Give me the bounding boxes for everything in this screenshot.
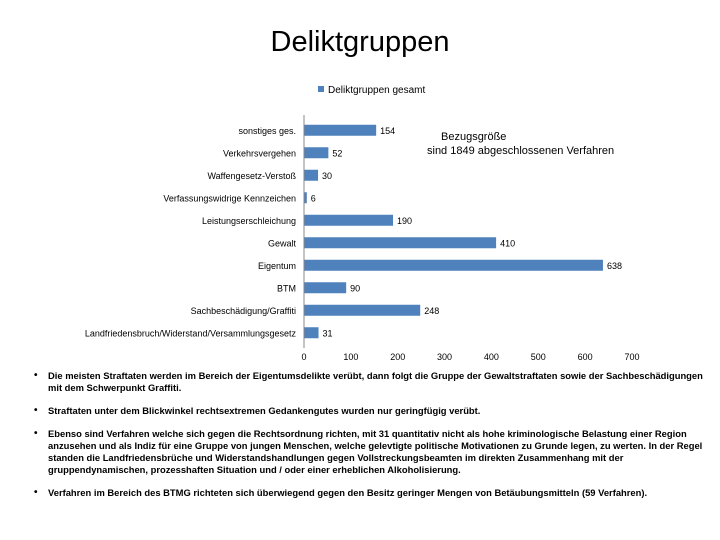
bar	[304, 304, 421, 316]
bar-chart: Deliktgruppen gesamt Bezugsgröße sind 18…	[85, 85, 640, 360]
x-tick-label: 300	[437, 352, 452, 360]
bullet-text: Die meisten Straftaten werden im Bereich…	[48, 370, 703, 393]
x-tick-label: 500	[531, 352, 546, 360]
data-label: 30	[322, 171, 332, 181]
data-label: 154	[380, 126, 395, 136]
bullet-dot: •	[34, 487, 38, 498]
bullet-dot: •	[34, 428, 38, 439]
category-label: Eigentum	[258, 261, 296, 271]
data-label: 31	[323, 328, 333, 338]
bullet-dot: •	[34, 370, 38, 381]
chart-legend: Deliktgruppen gesamt	[318, 85, 425, 96]
x-tick-label: 400	[484, 352, 499, 360]
bullet-dot: •	[34, 405, 38, 416]
data-label: 410	[500, 238, 515, 248]
bullet-item: • Verfahren im Bereich des BTMG richteten…	[34, 487, 714, 499]
bar	[304, 282, 347, 294]
category-label: BTM	[277, 283, 296, 293]
bullet-text: Ebenso sind Verfahren welche sich gegen …	[48, 428, 703, 475]
x-tick-label: 700	[624, 352, 639, 360]
legend-swatch	[318, 86, 324, 92]
category-label: Gewalt	[268, 238, 297, 248]
x-tick-label: 600	[578, 352, 593, 360]
bullet-item: • Straftaten unter dem Blickwinkel rechts…	[34, 405, 714, 417]
x-tick-label: 100	[343, 352, 358, 360]
bullet-list: • Die meisten Straftaten werden im Bereic…	[34, 370, 714, 510]
annotation-line-2: sind 1849 abgeschlossenen Verfahren	[427, 145, 614, 157]
category-label: Leistungserschleichung	[202, 216, 296, 226]
chart-annotation: Bezugsgröße sind 1849 abgeschlossenen Ve…	[427, 131, 614, 157]
data-label: 52	[332, 148, 342, 158]
bar	[304, 237, 497, 249]
data-label: 638	[607, 261, 622, 271]
bar	[304, 259, 603, 271]
bar	[304, 169, 319, 181]
category-label: sonstiges ges.	[238, 126, 296, 136]
category-label: Landfriedensbruch/Widerstand/Versammlung…	[85, 328, 297, 338]
data-label: 90	[350, 283, 360, 293]
data-label: 248	[424, 306, 439, 316]
category-label: Sachbeschädigung/Graffiti	[191, 306, 296, 316]
page-title: Deliktgruppen	[270, 26, 450, 58]
bar	[304, 327, 319, 339]
bullet-text: Straftaten unter dem Blickwinkel rechtse…	[48, 405, 481, 416]
bullet-item: • Ebenso sind Verfahren welche sich gegen…	[34, 428, 714, 476]
annotation-line-1: Bezugsgröße	[441, 131, 506, 143]
category-label: Waffengesetz-Verstoß	[207, 171, 296, 181]
data-label: 190	[397, 216, 412, 226]
bullet-item: • Die meisten Straftaten werden im Bereic…	[34, 370, 714, 394]
bullet-text: Verfahren im Bereich des BTMG richteten …	[48, 487, 648, 498]
bar	[304, 214, 394, 226]
bar	[304, 147, 329, 159]
category-label: Verkehrsvergehen	[223, 148, 296, 158]
bar	[304, 124, 377, 136]
category-label: Verfassungswidrige Kennzeichen	[163, 193, 296, 203]
bar	[304, 192, 307, 204]
x-tick-label: 0	[301, 352, 306, 360]
data-label: 6	[311, 193, 316, 203]
legend-label: Deliktgruppen gesamt	[328, 85, 425, 96]
x-tick-label: 200	[390, 352, 405, 360]
